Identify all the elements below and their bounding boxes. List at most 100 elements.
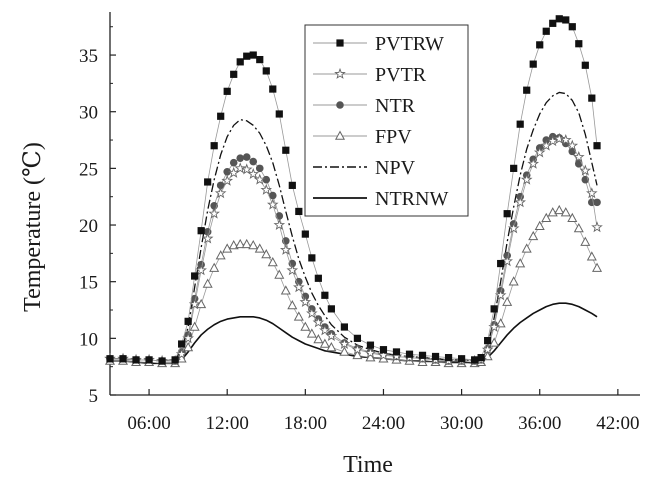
data-point-pvtrw [477, 354, 485, 362]
data-point-pvtrw [542, 27, 550, 35]
data-point-fpv [248, 239, 259, 250]
data-point-pvtrw [484, 337, 492, 345]
series-ntrnw [110, 302, 598, 365]
series-line-npv [110, 91, 598, 362]
data-point-fpv [183, 341, 194, 352]
data-point-pvtr [279, 243, 292, 255]
data-point-pvtr [221, 174, 233, 186]
data-point-ntr [268, 191, 277, 200]
data-point-pvtrw [321, 291, 329, 299]
data-point-pvtrw [223, 87, 231, 95]
data-point-pvtrw [536, 41, 544, 49]
data-point-fpv [267, 256, 278, 267]
data-point-pvtrw [243, 52, 251, 60]
data-point-pvtrw [529, 60, 537, 68]
y-tick-label: 30 [79, 103, 98, 124]
data-point-pvtr [247, 167, 260, 179]
data-point-ntr [255, 164, 264, 173]
data-point-pvtrw [549, 19, 557, 27]
data-point-pvtrw [581, 61, 589, 69]
data-point-fpv [502, 296, 513, 306]
data-point-fpv [254, 243, 265, 253]
data-point-pvtrw [178, 340, 186, 348]
data-point-pvtrw [282, 146, 290, 154]
data-point-fpv [554, 204, 565, 215]
data-point-pvtrw [262, 67, 270, 75]
data-point-pvtr [364, 346, 377, 359]
data-point-pvtr [533, 146, 546, 158]
data-point-pvtr [520, 173, 533, 185]
data-point-ntr [223, 167, 231, 176]
x-tick-label: 12:00 [206, 413, 249, 434]
data-point-pvtr [559, 133, 572, 145]
data-point-pvtrw [314, 274, 322, 282]
data-point-pvtrw [295, 207, 303, 216]
data-point-fpv [280, 285, 291, 295]
axes-layer: 06:00 12:00 18:00 24:00 30:00 36:00 42:00 5 10 15… [79, 26, 640, 434]
data-point-pvtrw [568, 23, 576, 31]
y-tick-label: 20 [79, 216, 98, 237]
data-point-fpv [580, 236, 591, 246]
series-pvtrw [106, 15, 601, 365]
data-point-pvtr [273, 218, 286, 230]
data-point-fpv [521, 243, 532, 253]
data-point-ntr [574, 160, 583, 168]
data-point-fpv [567, 212, 578, 223]
data-point-fpv [274, 269, 285, 279]
data-point-pvtrw [256, 55, 264, 64]
data-point-pvtr [338, 337, 351, 349]
legend-label-fpv: FPV [375, 126, 412, 148]
data-point-fpv [528, 230, 539, 241]
data-point-pvtrw [308, 254, 316, 262]
data-point-pvtr [325, 329, 338, 342]
data-point-pvtr [494, 289, 507, 301]
series-layer [104, 15, 603, 368]
data-point-pvtrw [562, 16, 570, 24]
data-point-fpv [313, 334, 324, 344]
data-point-pvtr [501, 255, 513, 267]
data-point-fpv [508, 276, 519, 286]
data-point-pvtr [481, 343, 494, 355]
data-point-pvtr [253, 173, 266, 185]
y-tick-label: 25 [79, 159, 98, 180]
data-point-pvtr [266, 198, 279, 210]
data-point-pvtr [227, 166, 240, 178]
data-point-pvtr [214, 187, 227, 199]
data-point-pvtrw [184, 317, 192, 325]
data-point-pvtr [208, 207, 220, 219]
data-point-pvtr [546, 135, 559, 147]
x-tick-label: 30:00 [440, 413, 483, 434]
data-point-pvtrw [327, 305, 335, 313]
data-point-pvtrw [444, 354, 453, 362]
data-point-pvtr [234, 162, 247, 174]
data-point-pvtrw [503, 210, 511, 218]
data-point-fpv [339, 346, 350, 356]
data-point-pvtr [377, 349, 390, 361]
data-point-fpv [228, 239, 239, 250]
data-point-pvtrw [588, 94, 596, 102]
data-point-pvtr [182, 332, 194, 344]
data-point-pvtr [306, 307, 318, 319]
data-point-pvtr [240, 163, 253, 175]
legend: PVTRW PVTR NTR FPV NPV NTRNW [304, 24, 469, 217]
plot-frame [109, 12, 640, 396]
data-point-pvtr [188, 298, 201, 310]
data-point-pvtr [195, 264, 207, 276]
data-point-fpv [489, 337, 500, 347]
data-point-pvtr [312, 316, 325, 328]
legend-marker-pvtr [334, 67, 346, 79]
data-point-pvtrw [405, 350, 414, 358]
x-tick-label: 06:00 [127, 413, 170, 434]
data-point-fpv [365, 352, 376, 362]
data-point-pvtrw [431, 352, 440, 361]
data-point-pvtr [572, 150, 585, 162]
data-point-pvtr [260, 183, 273, 195]
legend-label-npv: NPV [375, 157, 416, 179]
data-point-pvtrw [106, 355, 114, 363]
data-point-fpv [293, 311, 304, 321]
legend-marker-ntr [336, 101, 344, 109]
x-tick-label: 24:00 [362, 413, 405, 434]
data-point-pvtrw [497, 259, 505, 268]
data-point-pvtrw [197, 227, 205, 235]
data-point-pvtrw [418, 351, 427, 359]
